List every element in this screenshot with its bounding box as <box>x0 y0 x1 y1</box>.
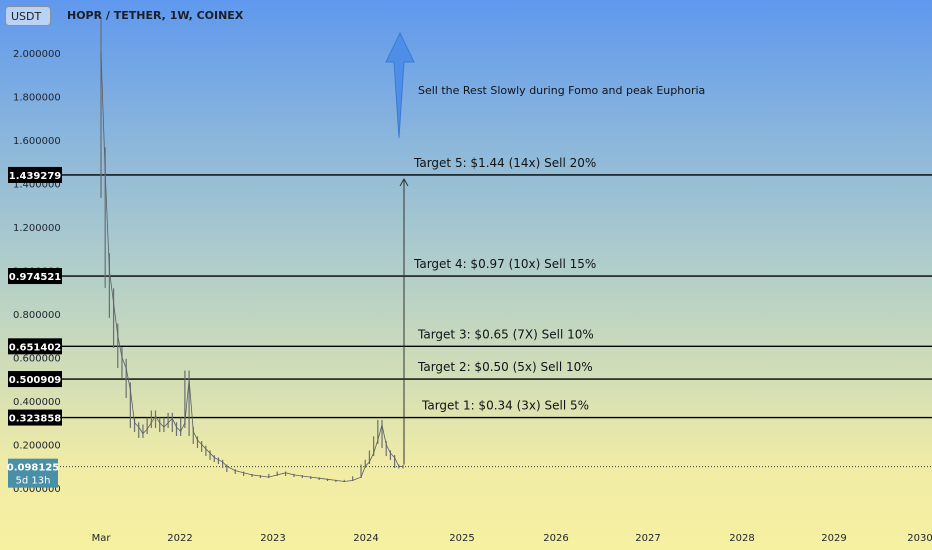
x-tick-label: 2024 <box>353 533 378 544</box>
price-level-badge <box>8 166 62 183</box>
x-tick-label: 2022 <box>167 533 192 544</box>
y-tick-label: 0.800000 <box>13 310 61 321</box>
x-tick-label: 2025 <box>449 533 474 544</box>
target-label: Target 3: $0.65 (7X) Sell 10% <box>417 327 594 341</box>
price-level-badge <box>8 371 62 388</box>
y-tick-label: 1.600000 <box>13 136 61 147</box>
y-tick-label: 2.000000 <box>13 49 61 60</box>
current-price-badge <box>8 458 58 488</box>
price-level-badge-label: 1.439279 <box>9 171 62 182</box>
projection-arrowhead <box>399 177 409 187</box>
price-level-badge <box>8 338 62 355</box>
price-level-badge-label: 0.651402 <box>9 342 62 353</box>
y-tick-label: 1.200000 <box>13 223 61 234</box>
price-level-badge <box>8 409 62 426</box>
current-price-label: 0.098125 <box>7 463 60 474</box>
annotation-text: Sell the Rest Slowly during Fomo and pea… <box>418 84 705 97</box>
x-tick-label: 2029 <box>821 533 846 544</box>
currency-chip[interactable]: USDT <box>5 6 51 26</box>
y-tick-label: 0.400000 <box>13 397 61 408</box>
y-tick-label: 1.800000 <box>13 93 61 104</box>
price-level-badge-label: 0.500909 <box>9 375 62 386</box>
price-path <box>100 52 404 482</box>
y-tick-label: 1.400000 <box>13 180 61 191</box>
target-label: Target 5: $1.44 (14x) Sell 20% <box>413 156 596 170</box>
x-tick-label: 2030 <box>907 533 932 544</box>
price-level-badge-label: 0.323858 <box>9 414 62 425</box>
price-level-badge-label: 0.974521 <box>9 272 62 283</box>
x-tick-label: 2027 <box>635 533 660 544</box>
price-level-badge <box>8 268 62 285</box>
target-label: Target 2: $0.50 (5x) Sell 10% <box>417 360 593 374</box>
target-label: Target 1: $0.34 (3x) Sell 5% <box>421 399 589 413</box>
x-tick-label: 2023 <box>260 533 285 544</box>
y-tick-label: 0.000000 <box>13 484 61 495</box>
countdown-label: 5d 13h <box>16 476 51 487</box>
y-tick-label: 0.200000 <box>13 441 61 452</box>
x-tick-label: Mar <box>92 533 112 544</box>
target-label: Target 4: $0.97 (10x) Sell 15% <box>413 257 596 271</box>
chart-title: HOPR / TETHER, 1W, COINEX <box>67 9 244 22</box>
euphoria-arrow <box>385 31 415 139</box>
x-tick-label: 2026 <box>543 533 568 544</box>
x-tick-label: 2028 <box>729 533 754 544</box>
y-tick-label: 0.600000 <box>13 354 61 365</box>
